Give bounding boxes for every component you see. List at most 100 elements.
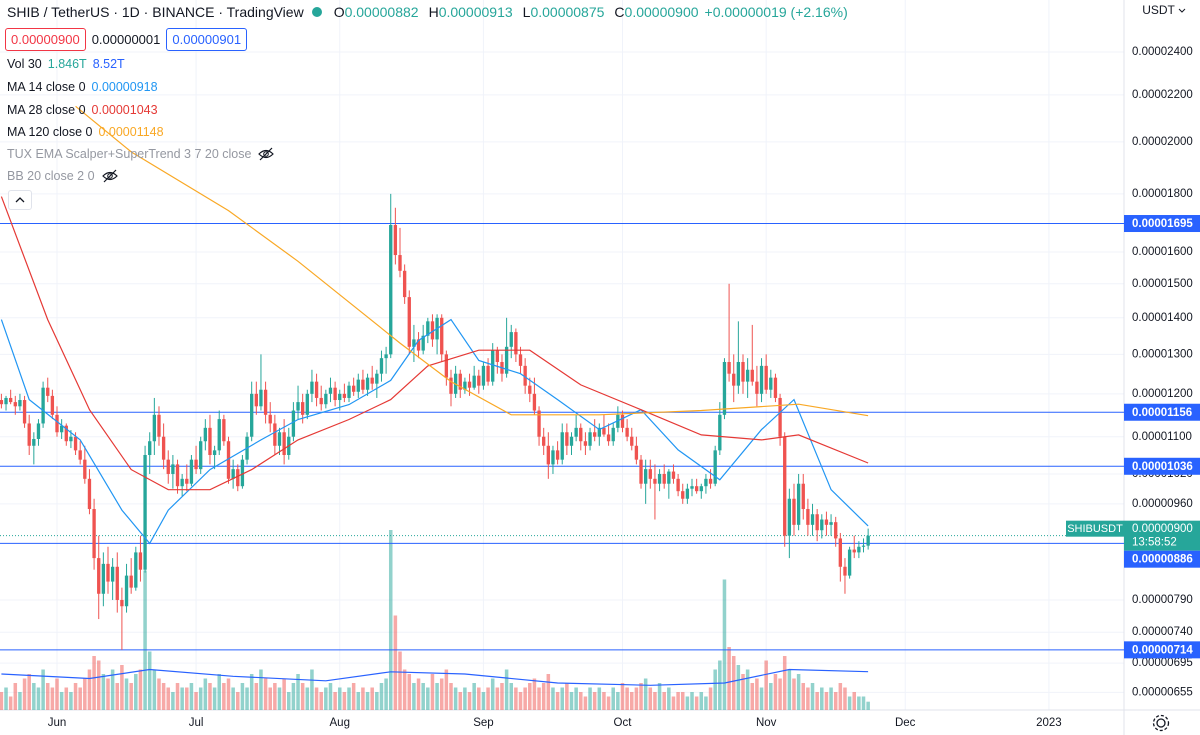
volume-bar <box>245 687 249 710</box>
y-tick-label: 0.00002000 <box>1132 136 1193 148</box>
x-tick-label: Dec <box>895 717 916 729</box>
candle-body <box>73 436 78 451</box>
candle-body <box>759 365 764 394</box>
volume-bar <box>843 687 847 710</box>
candle-body <box>694 486 699 492</box>
candle-body <box>273 423 277 446</box>
candle-body <box>648 469 652 479</box>
volume-bar <box>8 696 13 710</box>
candle-body <box>736 361 741 386</box>
symbol-title[interactable]: SHIB / TetherUS · 1D · BINANCE · Trading… <box>7 4 304 20</box>
buy-button[interactable]: 0.00000901 <box>166 28 248 51</box>
candle-body <box>847 549 852 576</box>
candle-body <box>194 459 198 470</box>
candle-body <box>560 432 564 460</box>
volume-bar <box>657 683 662 710</box>
legend-value: 8.52T <box>92 57 125 71</box>
volume-bar <box>333 692 337 710</box>
volume-bar <box>467 692 472 710</box>
volume-bar <box>741 674 745 710</box>
candle-body <box>792 498 796 525</box>
currency-menu[interactable]: USDT <box>1142 3 1186 17</box>
symbol-tag-label: SHIBUSDT <box>1067 523 1123 535</box>
volume-legend: Vol 30 1.846T 8.52T <box>7 57 125 71</box>
candle-body <box>175 464 180 487</box>
volume-bar <box>472 683 476 710</box>
x-tick-label: Aug <box>330 717 350 729</box>
hidden-icon[interactable] <box>101 169 119 183</box>
status-dot <box>311 7 322 17</box>
candle-body <box>426 321 430 336</box>
collapse-button[interactable] <box>8 190 32 210</box>
volume-bar <box>388 530 393 710</box>
settings-icon[interactable] <box>1150 712 1172 734</box>
volume-bar <box>490 678 495 710</box>
candle-body <box>259 389 263 407</box>
volume-bar <box>361 687 365 710</box>
candle-body <box>834 522 838 539</box>
candle-body <box>166 459 170 474</box>
volume-bar <box>555 692 560 710</box>
hidden-icon[interactable] <box>257 147 275 161</box>
candle-body <box>463 381 467 390</box>
volume-bar <box>55 678 59 710</box>
volume-bar <box>722 579 727 710</box>
volume-bar <box>328 683 333 710</box>
volume-bar <box>504 669 509 710</box>
candle-body <box>602 427 606 435</box>
volume-bar <box>426 687 430 710</box>
candle-body <box>407 297 411 347</box>
volume-bar <box>750 683 755 710</box>
volume-bar <box>806 687 810 710</box>
candle-body <box>481 365 486 386</box>
volume-bar <box>222 683 226 710</box>
candle-body <box>458 373 462 390</box>
sell-button[interactable]: 0.00000900 <box>5 28 86 51</box>
legend-name: Vol 30 <box>7 57 42 71</box>
volume-bar <box>300 683 305 710</box>
candle-body <box>22 400 27 424</box>
volume-bar <box>124 678 129 710</box>
volume-bar <box>138 669 143 710</box>
volume-bar <box>625 687 629 710</box>
volume-bar <box>453 687 458 710</box>
volume-bar <box>574 687 578 710</box>
candle-body <box>124 575 129 607</box>
volume-bar <box>319 692 323 710</box>
x-tick-label: Jun <box>48 717 67 729</box>
candle-body <box>662 473 666 484</box>
legend-name: MA 28 close 0 <box>7 102 86 117</box>
volume-bar <box>398 651 402 710</box>
candle-body <box>620 414 625 428</box>
candle-body <box>129 575 133 588</box>
candle-body <box>764 365 768 390</box>
volume-bar <box>509 683 514 710</box>
volume-bar <box>240 683 245 710</box>
candle-body <box>477 375 481 386</box>
candle-body <box>328 387 333 394</box>
candle-body <box>347 385 351 398</box>
volume-bar <box>277 687 282 710</box>
volume-bar <box>481 692 486 710</box>
y-tick-label: 0.00001300 <box>1132 348 1193 360</box>
candle-body <box>722 361 727 415</box>
symbol-tag <box>1066 520 1124 537</box>
candle-body <box>87 478 92 510</box>
volume-bar <box>282 678 286 710</box>
candle-body <box>92 509 96 559</box>
price-tag-label: 0.00000714 <box>1132 644 1193 656</box>
volume-bar <box>847 696 852 710</box>
volume-bar <box>551 687 555 710</box>
candle-body <box>152 414 157 442</box>
volume-bar <box>592 692 597 710</box>
candle-body <box>217 419 221 451</box>
last-price-tag <box>1124 520 1200 551</box>
volume-bar <box>129 683 133 710</box>
volume-bar <box>96 660 101 710</box>
high-label: H <box>428 4 439 20</box>
volume-bar <box>458 692 463 710</box>
volume-bar <box>857 696 861 710</box>
candle-body <box>532 393 537 411</box>
volume-bar <box>379 683 384 710</box>
volume-bar <box>685 696 690 710</box>
